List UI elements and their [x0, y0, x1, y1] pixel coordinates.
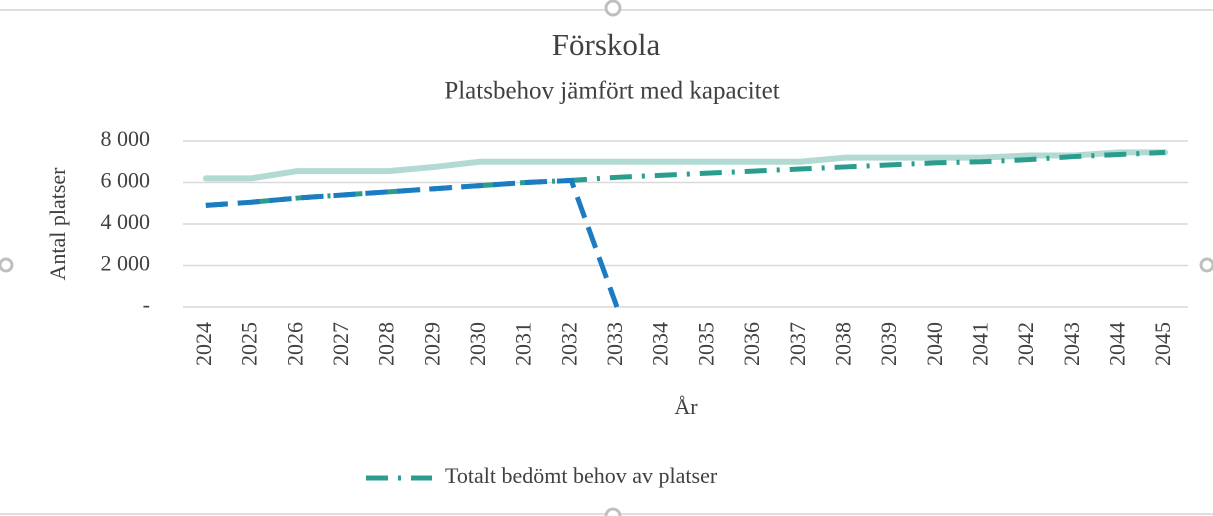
x-tick-label: 2033 — [602, 322, 627, 366]
resize-handle — [604, 507, 622, 516]
x-tick-label: 2032 — [556, 322, 581, 366]
x-tick-label: 2025 — [237, 322, 262, 366]
x-tick-label: 2038 — [830, 322, 855, 366]
x-tick-label: 2031 — [511, 322, 536, 366]
x-tick-label: 2044 — [1105, 322, 1130, 366]
x-tick-label: 2028 — [374, 322, 399, 366]
y-axis-label: Antal platser — [45, 167, 70, 281]
x-tick-label: 2034 — [648, 322, 673, 366]
chart-subtitle: Platsbehov jämfört med kapacitet — [444, 78, 779, 105]
x-tick-label: 2036 — [739, 322, 764, 366]
chart-title: Förskola — [552, 27, 661, 62]
x-tick-label: 2045 — [1150, 322, 1175, 366]
x-tick-label: 2040 — [922, 322, 947, 366]
x-tick-label: 2029 — [419, 322, 444, 366]
legend-label: Totalt bedömt behov av platser — [445, 463, 718, 488]
line-series — [205, 177, 620, 308]
y-tick-label: 4 000 — [101, 209, 151, 234]
x-tick-label: 2026 — [282, 322, 307, 366]
x-tick-label: 2030 — [465, 322, 490, 366]
x-axis-label: År — [674, 394, 698, 419]
y-tick-label: 6 000 — [101, 168, 151, 193]
resize-handle — [0, 257, 14, 273]
x-tick-label: 2024 — [191, 322, 216, 366]
y-tick-label: - — [143, 292, 150, 317]
y-tick-label: 2 000 — [101, 251, 151, 276]
resize-handle — [1199, 257, 1213, 273]
line-series — [202, 149, 1169, 182]
x-tick-label: 2027 — [328, 322, 353, 366]
x-tick-label: 2039 — [876, 322, 901, 366]
x-tick-label: 2035 — [693, 322, 718, 366]
y-tick-label: 8 000 — [101, 126, 151, 151]
x-tick-label: 2037 — [785, 322, 810, 366]
x-tick-label: 2043 — [1059, 322, 1084, 366]
resize-handle — [604, 0, 622, 17]
x-tick-label: 2041 — [967, 322, 992, 366]
x-tick-label: 2042 — [1013, 322, 1038, 366]
